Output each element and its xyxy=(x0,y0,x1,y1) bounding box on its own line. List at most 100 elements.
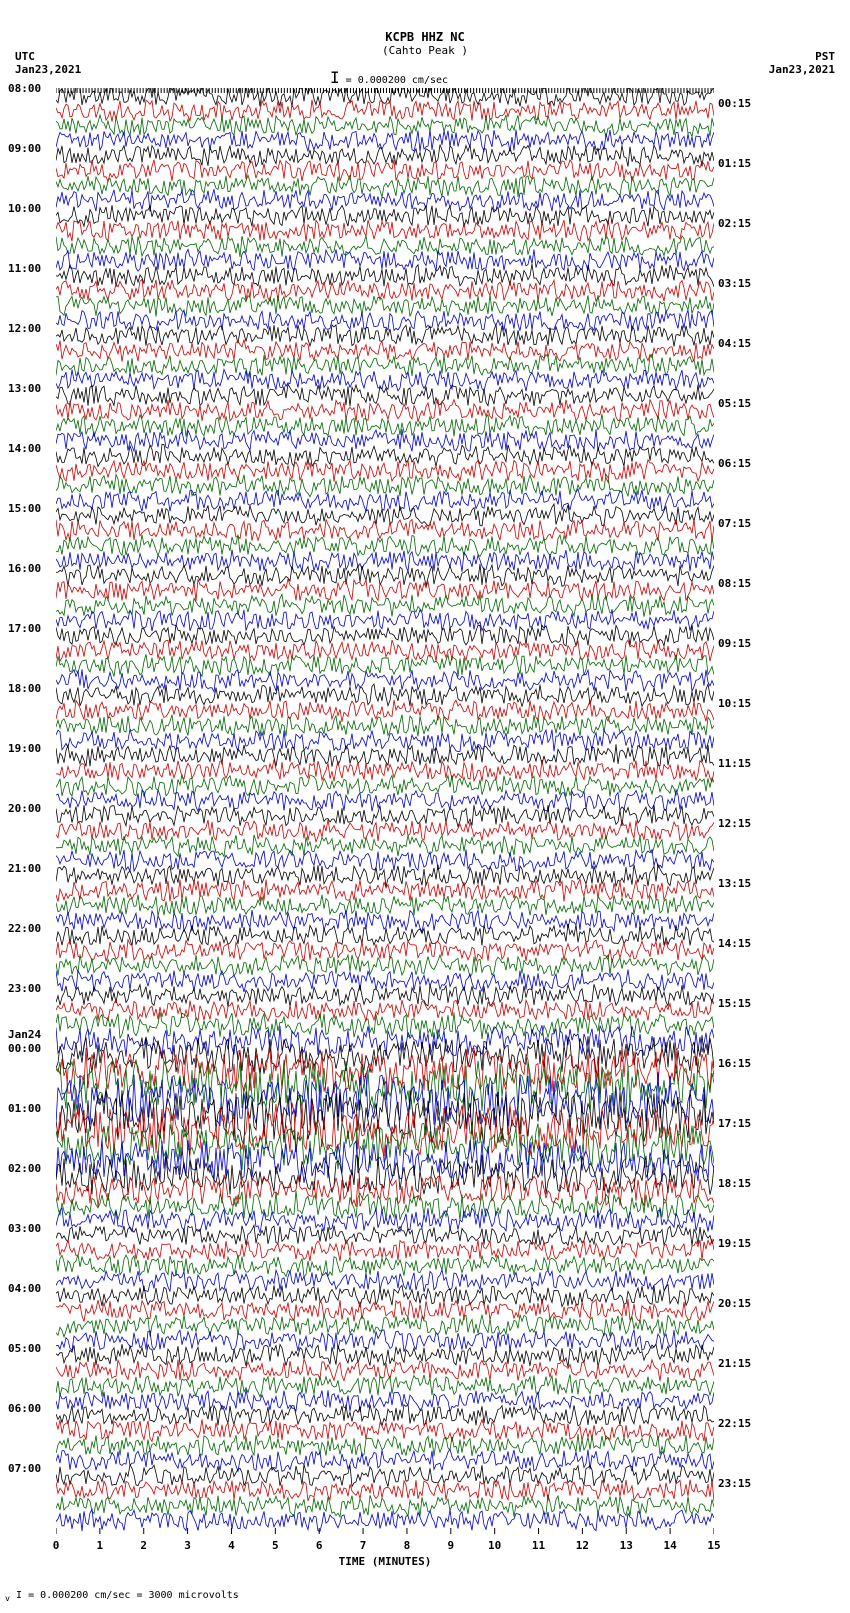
trace-row xyxy=(56,189,714,211)
x-tick: 13 xyxy=(620,1539,633,1552)
trace-row xyxy=(56,924,714,946)
trace-row xyxy=(56,1270,714,1292)
x-tick: 15 xyxy=(707,1539,720,1552)
tz-right-date: Jan23,2021 xyxy=(769,63,835,76)
tz-left-date: Jan23,2021 xyxy=(15,63,81,76)
x-tick: 11 xyxy=(532,1539,545,1552)
x-tick: 10 xyxy=(488,1539,501,1552)
footer-text: = 0.000200 cm/sec = 3000 microvolts xyxy=(28,1590,239,1601)
x-tick: 12 xyxy=(576,1539,589,1552)
trace-row xyxy=(56,849,714,871)
x-tick: 2 xyxy=(140,1539,147,1552)
trace-row xyxy=(56,1390,714,1412)
trace-row xyxy=(56,609,714,631)
trace-row xyxy=(56,1495,714,1517)
trace-row xyxy=(56,775,714,797)
y-tick-right: 06:15 xyxy=(718,457,751,470)
y-tick-left: 02:00 xyxy=(8,1162,41,1175)
trace-row xyxy=(56,564,714,586)
trace-row xyxy=(56,1330,714,1352)
scale-indicator: I = 0.000200 cm/sec xyxy=(330,68,448,87)
trace-row xyxy=(56,1375,714,1397)
trace-row xyxy=(56,1509,714,1531)
date-break-label: Jan24 xyxy=(8,1028,41,1041)
x-tick: 6 xyxy=(316,1539,323,1552)
trace-row xyxy=(56,175,714,197)
y-tick-right: 20:15 xyxy=(718,1297,751,1310)
trace-row xyxy=(56,835,714,857)
trace-row xyxy=(56,550,714,572)
y-tick-right: 12:15 xyxy=(718,817,751,830)
trace-row xyxy=(56,1315,714,1337)
trace-row xyxy=(56,1285,714,1307)
trace-row xyxy=(56,654,714,676)
x-axis-title: TIME (MINUTES) xyxy=(339,1555,432,1568)
trace-row xyxy=(56,805,714,827)
x-tick: 9 xyxy=(447,1539,454,1552)
y-tick-left: 08:00 xyxy=(8,82,41,95)
trace-row xyxy=(56,1434,714,1456)
trace-row xyxy=(56,1191,714,1221)
seismogram-plot xyxy=(56,88,714,1536)
trace-row xyxy=(56,264,714,287)
trace-row xyxy=(56,954,714,976)
trace-row xyxy=(56,715,714,737)
y-tick-right: 04:15 xyxy=(718,337,751,350)
footer-scale: v I = 0.000200 cm/sec = 3000 microvolts xyxy=(5,1590,239,1603)
trace-row xyxy=(56,1012,714,1039)
y-tick-right: 18:15 xyxy=(718,1177,751,1190)
y-tick-right: 01:15 xyxy=(718,157,751,170)
y-tick-right: 13:15 xyxy=(718,877,751,890)
y-tick-right: 23:15 xyxy=(718,1477,751,1490)
trace-row xyxy=(56,460,714,482)
y-tick-left: 15:00 xyxy=(8,502,41,515)
x-tick: 7 xyxy=(360,1539,367,1552)
trace-row xyxy=(56,400,714,422)
tz-left-label: UTC xyxy=(15,50,81,63)
x-tick: 0 xyxy=(53,1539,60,1552)
y-tick-right: 16:15 xyxy=(718,1057,751,1070)
y-tick-right: 00:15 xyxy=(718,97,751,110)
x-tick: 14 xyxy=(664,1539,677,1552)
trace-row xyxy=(56,625,714,647)
y-tick-right: 09:15 xyxy=(718,637,751,650)
trace-row xyxy=(56,236,714,257)
trace-row xyxy=(56,504,714,526)
trace-row xyxy=(56,1239,714,1261)
y-tick-left: 12:00 xyxy=(8,322,41,335)
y-tick-left: 16:00 xyxy=(8,562,41,575)
y-tick-left: 03:00 xyxy=(8,1222,41,1235)
trace-row xyxy=(56,340,714,362)
trace-row xyxy=(56,444,714,466)
y-tick-left: 00:00 xyxy=(8,1042,41,1055)
trace-row xyxy=(56,130,714,152)
trace-row xyxy=(56,700,714,722)
y-tick-left: 10:00 xyxy=(8,202,41,215)
y-tick-right: 19:15 xyxy=(718,1237,751,1250)
y-tick-right: 02:15 xyxy=(718,217,751,230)
chart-subtitle: (Cahto Peak ) xyxy=(0,44,850,57)
y-tick-left: 21:00 xyxy=(8,862,41,875)
y-tick-left: 14:00 xyxy=(8,442,41,455)
trace-row xyxy=(56,669,714,692)
timezone-left: UTC Jan23,2021 xyxy=(15,50,81,76)
y-tick-left: 20:00 xyxy=(8,802,41,815)
y-tick-right: 15:15 xyxy=(718,997,751,1010)
y-tick-left: 05:00 xyxy=(8,1342,41,1355)
trace-row xyxy=(56,220,714,242)
y-tick-right: 05:15 xyxy=(718,397,751,410)
y-tick-right: 11:15 xyxy=(718,757,751,770)
trace-row xyxy=(56,579,714,601)
y-tick-left: 22:00 xyxy=(8,922,41,935)
trace-row xyxy=(56,1225,714,1246)
trace-row xyxy=(56,894,714,916)
trace-row xyxy=(56,744,714,766)
y-tick-left: 01:00 xyxy=(8,1102,41,1115)
x-tick: 4 xyxy=(228,1539,235,1552)
chart-title: KCPB HHZ NC xyxy=(0,0,850,44)
trace-row xyxy=(56,970,714,992)
trace-row xyxy=(56,310,714,331)
trace-row xyxy=(56,790,714,812)
tz-right-label: PST xyxy=(769,50,835,63)
y-tick-right: 17:15 xyxy=(718,1117,751,1130)
